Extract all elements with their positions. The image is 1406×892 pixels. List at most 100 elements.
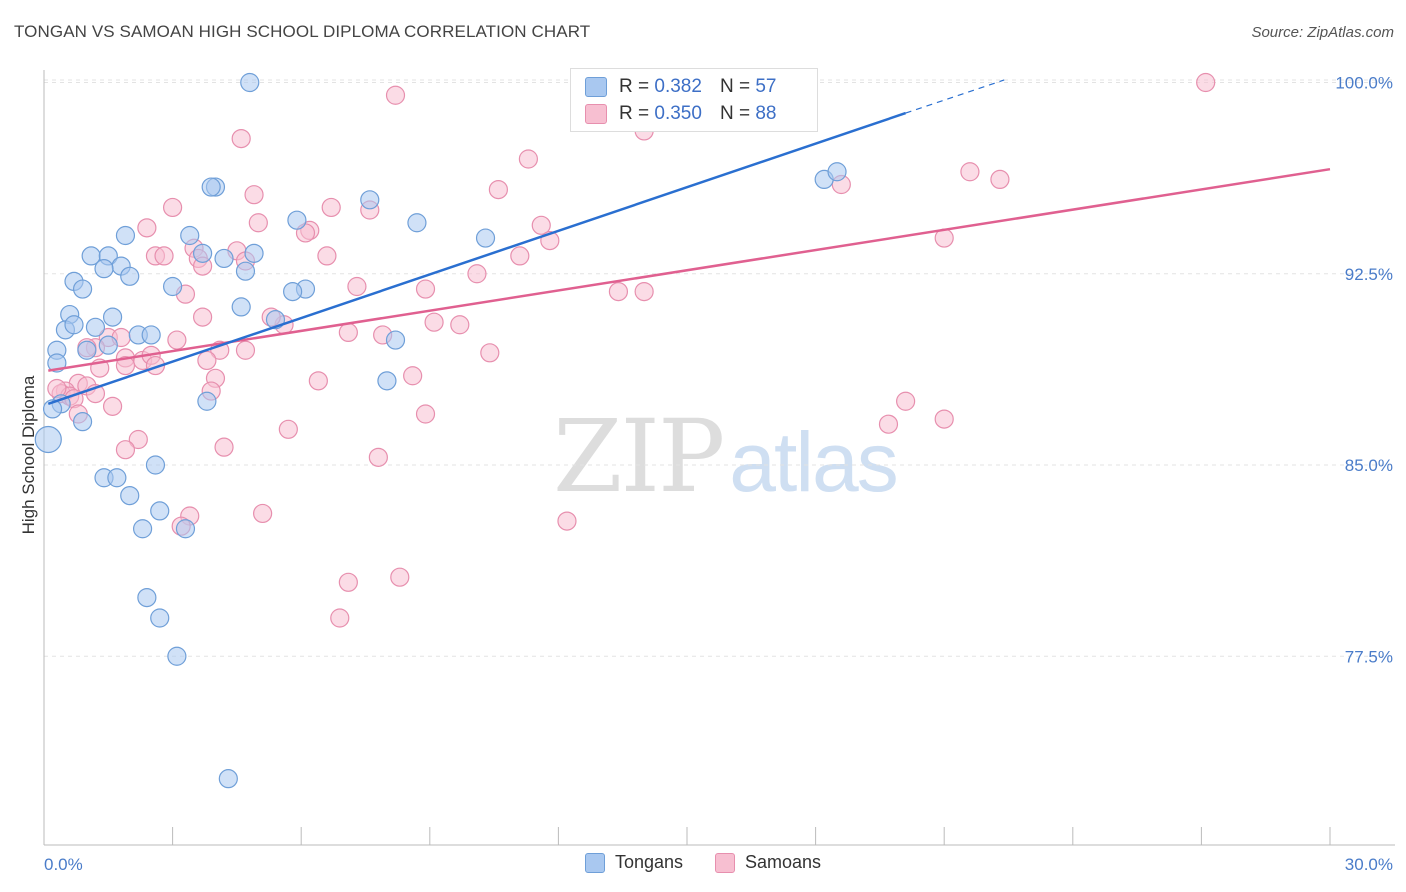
samoan-swatch (715, 852, 735, 873)
correlation-legend: R = 0.382 N = 57 R = 0.350 N = 88 (570, 68, 818, 132)
watermark-zip: ZIP (553, 398, 725, 515)
watermark: ZIPatlas (553, 398, 899, 515)
tongan-point (72, 279, 93, 299)
legend-row-tongans: R = 0.382 N = 57 (585, 75, 776, 99)
samoan-point (115, 440, 136, 460)
tongan-point (94, 259, 114, 279)
tongan-point (360, 190, 380, 210)
tongan-point (287, 210, 307, 230)
tongan-point (150, 501, 170, 521)
tongan-point (197, 391, 217, 411)
tongan-swatch (584, 852, 605, 873)
x-tick-label: 30.0% (1345, 855, 1393, 874)
samoan-point (608, 282, 629, 302)
samoan-point (934, 409, 954, 429)
tongan-point (107, 468, 127, 488)
tongan-point (102, 307, 123, 327)
tongan-point (145, 455, 166, 475)
samoan-point (518, 149, 538, 169)
samoan-point (424, 312, 444, 332)
samoan-point (330, 608, 350, 628)
samoan-point (557, 511, 577, 531)
samoan-point (317, 246, 337, 266)
tongan-point (98, 335, 118, 355)
y-tick-label: 77.5% (1345, 647, 1393, 666)
y-tick-label: 85.0% (1345, 456, 1393, 475)
samoan-point (415, 404, 436, 424)
n-label: N = (719, 76, 751, 97)
samoan-point (253, 503, 273, 524)
tongan-point (34, 425, 62, 454)
tongan-trendline (47, 111, 907, 405)
tongan-point (214, 248, 234, 269)
legend-row-samoans: R = 0.350 N = 88 (585, 102, 776, 126)
tongan-point (377, 371, 397, 391)
tongan-point (240, 72, 260, 93)
samoan-point (231, 129, 251, 149)
tongan-point (115, 225, 136, 246)
samoan-point (338, 572, 358, 592)
x-tick-label: 0.0% (44, 855, 83, 874)
tongan-point (137, 587, 157, 608)
r-value: 0.382 (654, 76, 702, 97)
samoan-point (115, 355, 136, 376)
samoan-point (990, 169, 1010, 189)
r-value: 0.350 (654, 103, 702, 124)
tongan-point (231, 297, 251, 317)
tongan-point (475, 228, 496, 248)
samoan-point (278, 419, 298, 439)
series-legend: Tongans Samoans (0, 852, 1406, 873)
samoan-point (248, 213, 268, 233)
tongan-swatch (585, 77, 607, 97)
tongan-point (77, 340, 97, 360)
tongan-point (175, 519, 196, 539)
samoan-point (488, 180, 508, 200)
samoan-point (1196, 72, 1216, 93)
grid-layer (44, 79, 1395, 657)
samoan-point (128, 429, 148, 450)
tongan-point (132, 519, 153, 539)
samoan-point (960, 162, 980, 182)
samoan-point (163, 197, 183, 218)
tongan-point (120, 266, 140, 286)
tongan-point (85, 317, 106, 337)
samoan-point (210, 340, 230, 360)
tongan-points (34, 72, 847, 789)
samoan-point (896, 391, 916, 411)
samoan-point (102, 396, 123, 416)
tongan-point (385, 330, 406, 350)
trend-layer (47, 79, 1331, 405)
tongan-point (201, 177, 221, 197)
tongan-point (407, 213, 427, 233)
samoan-point (403, 366, 423, 386)
samoan-point (214, 437, 234, 457)
samoan-point (450, 315, 470, 335)
tongan-point (283, 282, 303, 302)
legend-label-tongans: Tongans (614, 852, 683, 872)
samoan-point (531, 215, 551, 235)
tongan-point (72, 412, 93, 432)
samoan-point (385, 85, 406, 105)
tongan-point (141, 325, 161, 345)
tongan-trendline-extension (905, 79, 1005, 114)
n-value: 57 (755, 76, 777, 97)
tongan-point (167, 646, 187, 666)
legend-item-samoans[interactable]: Samoans (715, 852, 821, 873)
chart-title: TONGAN VS SAMOAN HIGH SCHOOL DIPLOMA COR… (14, 22, 591, 41)
samoan-point (338, 322, 358, 342)
samoan-trendline (48, 167, 1331, 372)
tongan-point (235, 261, 256, 281)
samoan-point (308, 371, 328, 391)
tongan-point (163, 276, 183, 297)
samoan-point (193, 307, 213, 327)
samoan-point (137, 218, 157, 238)
legend-item-tongans[interactable]: Tongans (584, 852, 683, 873)
samoan-point (415, 279, 436, 299)
samoan-point (634, 282, 654, 302)
tongan-point (150, 608, 170, 628)
tongan-point (218, 769, 238, 789)
y-tick-label: 100.0% (1335, 74, 1393, 93)
samoan-points (47, 72, 1216, 628)
r-label: R = (619, 76, 650, 97)
samoan-point (167, 330, 187, 350)
